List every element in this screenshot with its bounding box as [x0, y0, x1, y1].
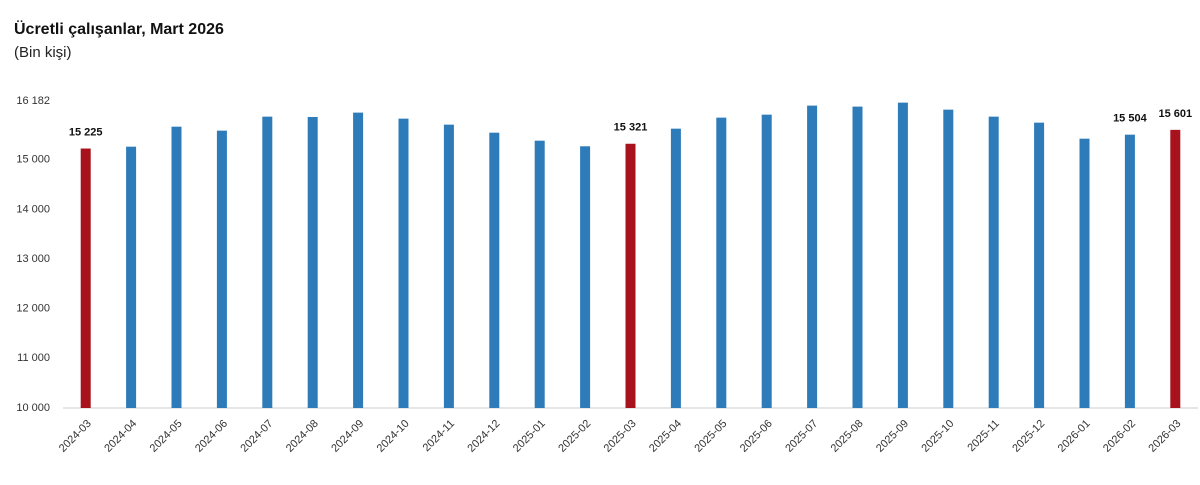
value-label: 15 504	[1113, 113, 1148, 125]
bar	[307, 116, 318, 409]
y-tick-label: 10 000	[16, 402, 50, 414]
bar	[80, 148, 91, 409]
bar	[534, 140, 545, 408]
x-tick-label: 2024-06	[193, 418, 230, 455]
x-tick-label: 2024-10	[375, 418, 412, 455]
x-tick-label: 2026-01	[1056, 418, 1093, 455]
x-tick-label: 2025-10	[919, 418, 956, 455]
bar	[353, 112, 364, 408]
bar	[943, 109, 954, 408]
x-tick-label: 2024-12	[465, 418, 502, 455]
x-tick-label: 2025-04	[647, 418, 684, 455]
bar	[1079, 138, 1090, 408]
chart-subtitle: (Bin kişi)	[14, 44, 72, 61]
x-tick-label: 2025-07	[783, 418, 820, 455]
bar	[988, 116, 999, 408]
x-tick-label: 2024-08	[284, 418, 321, 455]
x-tick-label: 2024-04	[102, 418, 139, 455]
bar	[398, 118, 409, 409]
y-tick-label: 13 000	[16, 253, 50, 265]
bar	[126, 146, 137, 408]
x-tick-label: 2025-01	[511, 418, 548, 455]
bar	[262, 116, 273, 408]
x-tick-label: 2024-11	[421, 418, 457, 454]
y-tick-label: 11 000	[17, 352, 50, 364]
bar	[852, 106, 863, 408]
x-tick-label: 2025-03	[602, 418, 639, 455]
x-tick-label: 2026-03	[1146, 418, 1183, 455]
bar	[761, 114, 772, 408]
bar	[443, 124, 454, 408]
bar	[807, 105, 818, 408]
value-label: 15 225	[69, 126, 103, 138]
bar	[580, 146, 591, 408]
x-tick-label: 2025-11	[965, 418, 1001, 454]
y-tick-label: 12 000	[16, 303, 50, 315]
x-tick-label: 2025-02	[556, 418, 593, 455]
x-tick-label: 2025-12	[1010, 418, 1047, 455]
x-tick-label: 2025-08	[829, 418, 866, 455]
x-tick-label: 2025-09	[874, 418, 911, 455]
bar	[1170, 129, 1181, 408]
x-tick-label: 2024-07	[238, 418, 275, 455]
chart-title: Ücretli çalışanlar, Mart 2026	[14, 19, 224, 38]
bar	[1034, 122, 1045, 409]
bar	[1124, 134, 1135, 409]
y-tick-label: 15 000	[16, 154, 50, 166]
bar	[489, 132, 500, 408]
bar	[625, 143, 636, 409]
bar	[216, 130, 227, 408]
bar	[171, 126, 182, 408]
bar	[716, 117, 727, 408]
x-tick-label: 2025-06	[738, 418, 775, 455]
y-tick-label: 16 182	[16, 95, 50, 107]
x-tick-label: 2024-05	[148, 418, 185, 455]
y-tick-label: 14 000	[16, 203, 50, 215]
bar	[897, 102, 908, 408]
x-tick-label: 2024-03	[57, 418, 94, 455]
bar	[670, 128, 681, 409]
x-tick-label: 2026-02	[1101, 418, 1138, 455]
value-label: 15 321	[614, 122, 648, 134]
x-tick-label: 2025-05	[692, 418, 729, 455]
x-tick-label: 2024-09	[329, 418, 366, 455]
value-label: 15 601	[1158, 108, 1192, 120]
